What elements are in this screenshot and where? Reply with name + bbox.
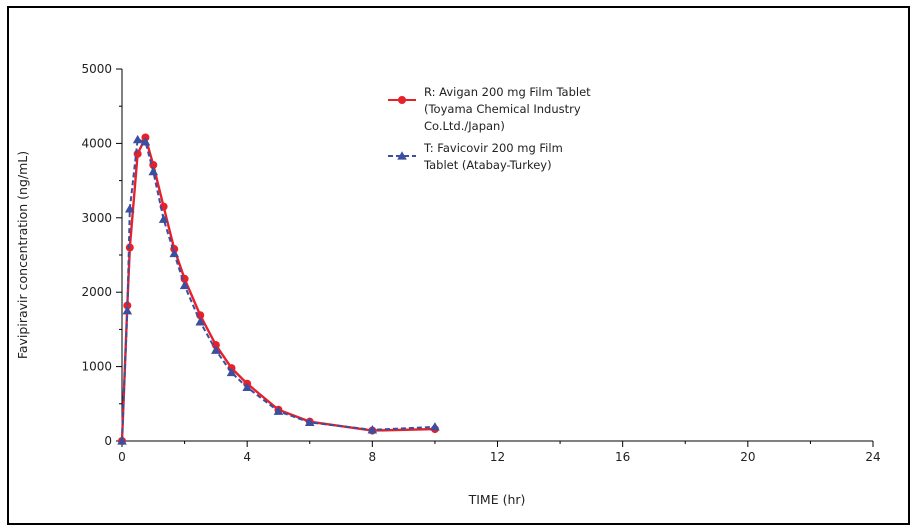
data-point xyxy=(304,417,315,426)
x-tick-label: 0 xyxy=(118,450,126,464)
legend-label: R: Avigan 200 mg Film Tablet xyxy=(424,85,591,99)
y-tick-label: 3000 xyxy=(81,211,112,225)
legend-label: Tablet (Atabay-Turkey) xyxy=(423,158,552,172)
data-point xyxy=(169,248,180,258)
chart-series xyxy=(117,133,440,445)
data-point xyxy=(430,422,440,431)
x-tick-label: 20 xyxy=(740,450,755,464)
data-point xyxy=(211,345,221,354)
series-reference-avigan xyxy=(118,133,439,445)
y-tick-label: 1000 xyxy=(81,360,112,374)
data-point xyxy=(148,166,159,176)
y-tick-label: 5000 xyxy=(81,62,112,76)
y-axis-label: Favipiravir concentration (ng/mL) xyxy=(15,151,30,359)
legend-swatch-marker xyxy=(397,151,407,160)
data-point xyxy=(132,134,143,144)
legend-label: T: Favicovir 200 mg Film xyxy=(423,141,563,155)
x-tick-label: 8 xyxy=(369,450,377,464)
data-point xyxy=(196,311,205,320)
x-tick-label: 24 xyxy=(865,450,880,464)
data-point xyxy=(367,425,378,434)
data-point xyxy=(226,367,237,377)
x-axis-label: TIME (hr) xyxy=(468,492,526,507)
data-point xyxy=(125,204,135,213)
chart-frame xyxy=(7,6,910,525)
data-point xyxy=(158,214,169,223)
data-point xyxy=(211,341,220,350)
chart-ticks: 0 4 8 12 16 20 24 0 1000 2000 3000 4000 5000 xyxy=(81,62,880,464)
y-tick-label: 4000 xyxy=(81,136,112,150)
legend-entry: R: Avigan 200 mg Film Tablet (Toyama Chem… xyxy=(388,85,591,133)
y-tick-label: 0 xyxy=(104,434,112,448)
series-test-favicovir xyxy=(117,134,440,445)
x-tick-label: 12 xyxy=(490,450,505,464)
data-point xyxy=(122,306,133,315)
data-point xyxy=(123,301,132,310)
data-point xyxy=(195,317,206,326)
data-point xyxy=(179,280,190,290)
legend-label: (Toyama Chemical Industry xyxy=(424,102,581,116)
data-point xyxy=(117,436,127,445)
series-line xyxy=(120,134,435,442)
legend-entry: T: Favicovir 200 mg Film Tablet (Atabay-T… xyxy=(388,141,563,172)
legend-label: Co.Ltd./Japan) xyxy=(424,119,505,133)
data-point xyxy=(242,382,252,392)
data-point xyxy=(273,406,284,415)
chart-legend: R: Avigan 200 mg Film Tablet (Toyama Chem… xyxy=(388,85,591,172)
data-point xyxy=(140,137,151,146)
x-tick-label: 4 xyxy=(243,450,251,464)
legend-swatch-marker xyxy=(398,96,406,104)
x-tick-label: 16 xyxy=(615,450,630,464)
y-tick-label: 2000 xyxy=(81,285,112,299)
series-line xyxy=(121,138,435,442)
